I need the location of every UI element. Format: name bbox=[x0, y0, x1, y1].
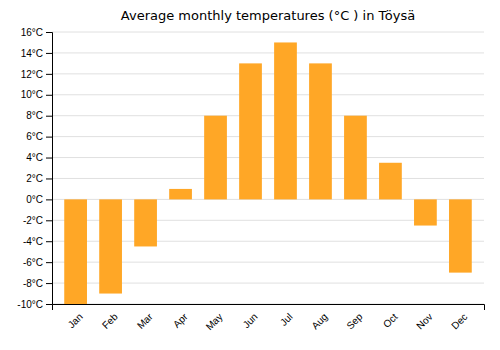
tick: 12°C bbox=[21, 69, 52, 80]
x-axis: Jan Feb Mar Apr May Jun Jul Aug Sep Oct Nov Dec bbox=[53, 305, 485, 333]
tick-mark bbox=[46, 283, 52, 284]
tick-mark bbox=[46, 304, 52, 305]
tick-label: -10°C bbox=[17, 299, 43, 310]
tick: -8°C bbox=[23, 278, 52, 289]
tick: -2°C bbox=[23, 215, 52, 226]
tick: -6°C bbox=[23, 257, 52, 268]
tick-mark bbox=[46, 137, 52, 138]
title: Average monthly temperatures (°C ) in Tö… bbox=[121, 8, 415, 23]
tick: -10°C bbox=[17, 299, 52, 310]
tick-label: Jan bbox=[66, 311, 85, 330]
tick-label: Nov bbox=[414, 311, 434, 331]
grid bbox=[52, 32, 484, 304]
tick: Apr bbox=[171, 311, 190, 330]
grid-line bbox=[52, 157, 484, 158]
tick-label: Jun bbox=[241, 311, 260, 330]
bar bbox=[344, 116, 367, 200]
tick: Mar bbox=[135, 311, 155, 331]
grid-line bbox=[52, 178, 484, 179]
tick-label: Dec bbox=[449, 311, 469, 331]
tick-label: Jul bbox=[278, 311, 295, 328]
grid-line bbox=[52, 115, 484, 116]
tick-label: 12°C bbox=[21, 69, 43, 80]
bar bbox=[99, 199, 122, 293]
tick-label: Feb bbox=[100, 311, 120, 331]
bar bbox=[379, 163, 402, 200]
tick-label: -8°C bbox=[23, 278, 43, 289]
tick-mark bbox=[46, 178, 52, 179]
tick-label: 16°C bbox=[21, 27, 43, 38]
chart: -10°C -8°C -6°C -4°C -2°C 0°C 2°C 4°C 6°C 8°C 10°C… bbox=[0, 0, 500, 350]
tick-mark bbox=[46, 199, 52, 200]
tick: 6°C bbox=[26, 131, 52, 142]
tick-label: Oct bbox=[381, 311, 400, 330]
bar bbox=[449, 199, 472, 272]
tick-label: Sep bbox=[344, 311, 365, 332]
tick-label: 10°C bbox=[21, 89, 43, 100]
tick: 2°C bbox=[26, 173, 52, 184]
axis-line bbox=[53, 305, 485, 311]
grid-line bbox=[52, 94, 484, 95]
tick-label: -6°C bbox=[23, 257, 43, 268]
tick-label: Aug bbox=[309, 311, 329, 331]
tick: Jul bbox=[278, 311, 295, 328]
tick-mark bbox=[46, 74, 52, 75]
tick: Dec bbox=[449, 311, 469, 331]
tick-label: 8°C bbox=[26, 110, 43, 121]
tick: 14°C bbox=[21, 48, 52, 59]
tick: -4°C bbox=[23, 236, 52, 247]
axis-line bbox=[46, 33, 53, 305]
tick: Jun bbox=[241, 311, 260, 330]
bar bbox=[309, 63, 332, 199]
bar bbox=[169, 189, 192, 199]
tick: Aug bbox=[309, 311, 329, 331]
tick: 4°C bbox=[26, 152, 52, 163]
tick-mark bbox=[46, 32, 52, 33]
tick-label: 2°C bbox=[26, 173, 43, 184]
tick-label: -2°C bbox=[23, 215, 43, 226]
grid-line bbox=[52, 32, 484, 33]
tick-mark bbox=[46, 116, 52, 117]
bar bbox=[64, 199, 87, 304]
tick: Feb bbox=[100, 311, 120, 331]
tick-mark bbox=[46, 53, 52, 54]
tick: Jan bbox=[66, 311, 85, 330]
grid-line bbox=[52, 52, 484, 53]
bar bbox=[134, 199, 157, 246]
tick: 16°C bbox=[21, 27, 52, 38]
grid-line bbox=[52, 136, 484, 137]
bar bbox=[414, 199, 437, 225]
tick-label: Apr bbox=[171, 311, 190, 330]
bars bbox=[64, 42, 472, 304]
tick: 0°C bbox=[26, 194, 52, 205]
grid-line bbox=[52, 73, 484, 74]
tick: Nov bbox=[414, 311, 434, 331]
tick-mark bbox=[46, 220, 52, 221]
tick-mark bbox=[46, 241, 52, 242]
bar bbox=[204, 116, 227, 200]
tick-mark bbox=[46, 95, 52, 96]
tick-label: 14°C bbox=[21, 48, 43, 59]
bar bbox=[239, 63, 262, 199]
tick: Sep bbox=[344, 311, 365, 332]
tick-label: May bbox=[204, 311, 225, 332]
bar bbox=[274, 42, 297, 199]
tick: 8°C bbox=[26, 110, 52, 121]
tick-label: 4°C bbox=[26, 152, 43, 163]
tick: May bbox=[204, 311, 225, 332]
plot: -10°C -8°C -6°C -4°C -2°C 0°C 2°C 4°C 6°C 8°C 10°C… bbox=[17, 27, 484, 333]
y-axis: -10°C -8°C -6°C -4°C -2°C 0°C 2°C 4°C 6°C 8°C 10°C… bbox=[17, 27, 52, 310]
tick: 10°C bbox=[21, 89, 52, 100]
tick-mark bbox=[46, 262, 52, 263]
tick-label: 6°C bbox=[26, 131, 43, 142]
tick-mark bbox=[46, 158, 52, 159]
tick-label: Mar bbox=[135, 311, 155, 331]
tick: Oct bbox=[381, 311, 400, 330]
tick-label: 0°C bbox=[26, 194, 43, 205]
tick-label: -4°C bbox=[23, 236, 43, 247]
